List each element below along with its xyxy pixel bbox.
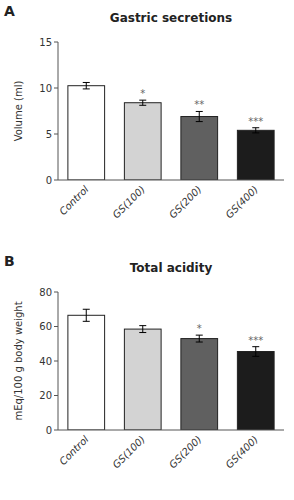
error-cap [139, 332, 146, 333]
bar [237, 130, 274, 180]
y-tick-label: 20 [39, 390, 52, 401]
error-cap [252, 132, 259, 133]
y-tick-label: 15 [39, 37, 52, 48]
bars [68, 309, 274, 430]
significance: *** [248, 335, 263, 346]
x-tick-label: GS(200) [167, 184, 204, 221]
error-bar [252, 347, 259, 357]
error-bar [252, 128, 259, 133]
error-cap [196, 342, 203, 343]
error-bar [139, 100, 146, 105]
x-tick-label: GS(100) [110, 434, 147, 471]
error-cap [83, 321, 90, 322]
bar [68, 86, 105, 180]
error-line [142, 100, 143, 105]
error-cap [139, 105, 146, 106]
panel: B Total acidity 0 20 40 60 80 mEq/100 g body we… [4, 253, 284, 470]
error-cap [139, 100, 146, 101]
y-tick [54, 88, 58, 89]
y-tick [54, 395, 58, 396]
error-line [86, 82, 87, 88]
y-tick-label: 0 [46, 175, 52, 186]
x-tick-label: Control [57, 183, 91, 217]
y-tick-label: 5 [46, 129, 52, 140]
x-axis-line [58, 430, 284, 431]
x-tick-label: GS(100) [110, 184, 147, 221]
title: Gastric secretions [110, 11, 232, 25]
title: Total acidity [130, 261, 213, 275]
error-bar [196, 335, 203, 342]
error-cap [252, 346, 259, 347]
bar [124, 329, 161, 430]
error-cap [139, 325, 146, 326]
y-axis-line [58, 292, 59, 430]
x-tick-label: GS(400) [223, 434, 260, 471]
error-cap [252, 356, 259, 357]
error-line [86, 309, 87, 321]
error-line [142, 326, 143, 333]
error-bar [83, 309, 90, 321]
panel-label: A [4, 3, 15, 19]
x-tick-label: Control [57, 433, 91, 467]
significance: *** [248, 116, 263, 127]
panel-label: B [4, 253, 15, 269]
bars [68, 82, 274, 180]
error-cap [83, 88, 90, 89]
y-tick [54, 292, 58, 293]
y-tick [54, 42, 58, 43]
y-tick [54, 326, 58, 327]
error-bar [196, 111, 203, 121]
x-axis-line [58, 180, 284, 181]
y-tick [54, 430, 58, 431]
y-tick-label: 60 [39, 321, 52, 332]
y-axis-label: Volume (ml) [13, 81, 24, 142]
error-bar [139, 326, 146, 333]
bar [124, 103, 161, 180]
figure: A Gastric secretions 0 5 10 15 Volume (ml) Cont… [0, 0, 294, 500]
error-line [199, 335, 200, 342]
error-cap [83, 309, 90, 310]
y-tick-label: 10 [39, 83, 52, 94]
significance: * [197, 323, 202, 334]
significance: * [140, 88, 145, 99]
error-cap [196, 121, 203, 122]
bar [181, 117, 218, 180]
bar [237, 352, 274, 430]
error-bar [83, 82, 90, 88]
x-tick-label: GS(200) [167, 434, 204, 471]
y-tick-label: 80 [39, 287, 52, 298]
y-tick [54, 134, 58, 135]
bar [181, 339, 218, 430]
y-tick [54, 361, 58, 362]
y-tick-label: 0 [46, 425, 52, 436]
error-cap [83, 82, 90, 83]
error-cap [196, 335, 203, 336]
y-tick-label: 40 [39, 356, 52, 367]
error-cap [252, 127, 259, 128]
y-axis-line [58, 42, 59, 180]
significance: ** [194, 99, 204, 110]
y-axis-label: mEq/100 g body weight [13, 301, 24, 420]
error-cap [196, 111, 203, 112]
error-line [199, 111, 200, 121]
x-tick-label: GS(400) [223, 184, 260, 221]
y-tick [54, 180, 58, 181]
bar [68, 315, 105, 430]
panel: A Gastric secretions 0 5 10 15 Volume (ml) Cont… [4, 3, 284, 220]
error-line [255, 128, 256, 133]
error-line [255, 347, 256, 357]
